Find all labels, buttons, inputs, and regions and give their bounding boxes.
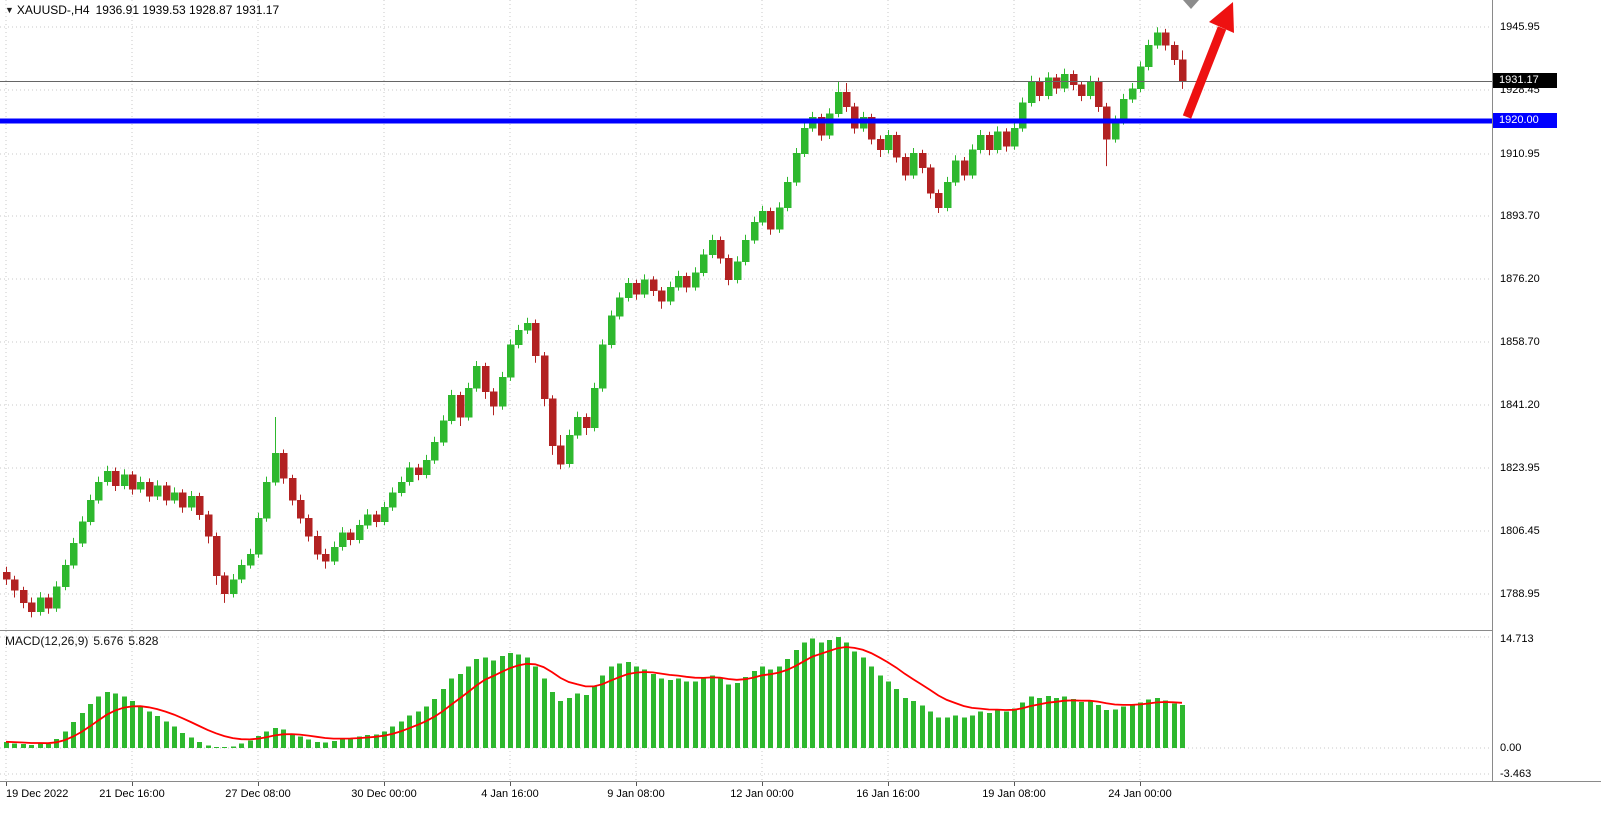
macd-histogram [4, 636, 1185, 749]
price-axis-label: 1841.20 [1500, 399, 1540, 411]
time-axis-tick [636, 782, 637, 786]
macd-signal-value: 5.828 [128, 634, 159, 648]
macd-gridlines [0, 631, 1492, 781]
time-axis-label: 16 Jan 16:00 [856, 788, 920, 800]
chart-ohlc-values: 1936.91 1939.53 1928.87 1931.17 [95, 3, 280, 17]
macd-title: MACD(12,26,9) [5, 634, 89, 648]
price-axis-label: 1945.95 [1500, 21, 1540, 33]
time-axis-label: 12 Jan 00:00 [730, 788, 794, 800]
time-axis-tick [1140, 782, 1141, 786]
price-chart-panel[interactable] [0, 0, 1492, 630]
price-axis-label: 1788.95 [1500, 588, 1540, 600]
candles-layer [2, 27, 1187, 618]
macd-axis-label: -3.463 [1500, 768, 1532, 780]
chart-dropdown-icon[interactable]: ▼ [5, 5, 14, 15]
time-axis-tick [762, 782, 763, 786]
bid-price-badge: 1931.17 [1493, 73, 1557, 88]
trend-up-arrow-annotation[interactable] [1182, 2, 1234, 119]
time-axis-label: 30 Dec 00:00 [351, 788, 417, 800]
chart-header: ▼ XAUUSD-,H4 1936.91 1939.53 1928.87 1931.… [5, 3, 279, 17]
time-axis-tick [510, 782, 511, 786]
price-axis-label: 1823.95 [1500, 462, 1540, 474]
macd-signal-line [5, 646, 1183, 745]
price-axis-label: 1806.45 [1500, 525, 1540, 537]
time-axis-tick [384, 782, 385, 786]
macd-axis-label: 14.713 [1500, 633, 1534, 645]
macd-indicator-label: MACD(12,26,9) 5.676 5.828 [5, 634, 163, 648]
panel-separator[interactable] [0, 630, 1601, 631]
time-axis-label: 24 Jan 00:00 [1108, 788, 1172, 800]
level-price-badge: 1920.00 [1493, 113, 1557, 128]
time-axis-label: 4 Jan 16:00 [481, 788, 539, 800]
price-axis[interactable]: 1931.17 1920.00 1945.95 1928.45 1910.95 189… [1492, 0, 1601, 781]
price-axis-label: 1910.95 [1500, 148, 1540, 160]
time-axis-tick [132, 782, 133, 786]
macd-axis-label: 0.00 [1500, 742, 1522, 754]
macd-svg [0, 631, 1492, 781]
macd-main-value: 5.676 [93, 634, 124, 648]
time-axis-tick [258, 782, 259, 786]
time-axis-label: 19 Jan 08:00 [982, 788, 1046, 800]
time-axis-label: 19 Dec 2022 [6, 788, 69, 800]
chart-symbol-timeframe: XAUUSD-,H4 [16, 3, 90, 17]
time-axis-label: 27 Dec 08:00 [225, 788, 291, 800]
time-axis-label: 9 Jan 08:00 [607, 788, 665, 800]
time-axis-label: 21 Dec 16:00 [99, 788, 165, 800]
price-gridlines [0, 0, 1492, 630]
chart-shift-marker-icon[interactable] [1183, 0, 1199, 9]
time-axis-tick [6, 782, 7, 786]
macd-indicator-panel[interactable]: MACD(12,26,9) 5.676 5.828 [0, 631, 1492, 781]
price-axis-label: 1858.70 [1500, 336, 1540, 348]
time-axis-separator [0, 781, 1601, 782]
time-axis-tick [888, 782, 889, 786]
time-axis-tick [1014, 782, 1015, 786]
time-axis[interactable]: 19 Dec 2022 21 Dec 16:00 27 Dec 08:00 30 De… [0, 782, 1601, 825]
price-axis-label: 1876.20 [1500, 273, 1540, 285]
price-axis-label: 1893.70 [1500, 210, 1540, 222]
price-chart-svg [0, 0, 1492, 630]
